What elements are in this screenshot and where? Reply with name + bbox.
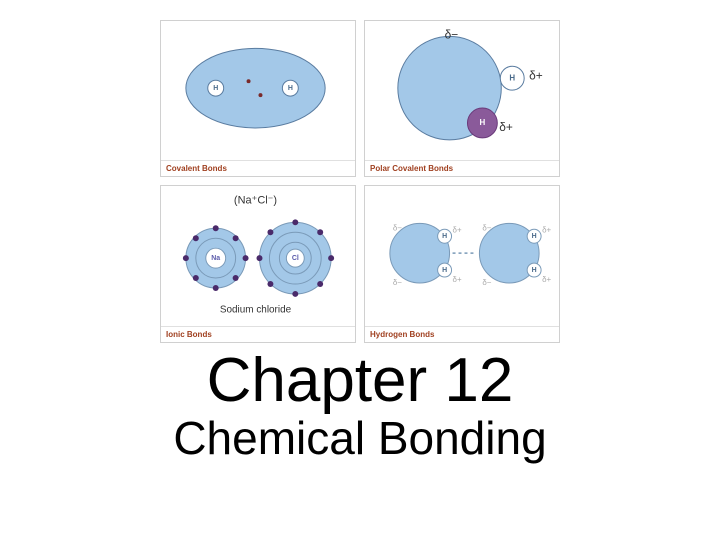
panel-polar-body: H Hδ− δ+ δ+ (365, 21, 559, 160)
svg-text:δ−: δ− (482, 278, 491, 287)
svg-text:δ+: δ+ (542, 226, 551, 235)
panel-covalent-body: HH (161, 21, 355, 160)
panel-hydrogen-body: H H H Hδ− δ− δ+ δ+ δ− δ− δ+ δ+ (365, 186, 559, 325)
svg-text:δ+: δ+ (453, 275, 462, 284)
svg-text:H: H (509, 73, 515, 82)
svg-text:H: H (532, 233, 537, 240)
svg-text:δ−: δ− (482, 224, 491, 233)
caption-ionic: Ionic Bonds (161, 326, 355, 342)
ionic-diagram: (Na⁺Cl⁻) Na Cl Sodium chloride (161, 186, 355, 325)
panel-covalent: HH Covalent Bonds (160, 20, 356, 177)
svg-text:H: H (480, 118, 486, 127)
caption-polar-covalent: Polar Covalent Bonds (365, 160, 559, 176)
panel-polar-covalent: H Hδ− δ+ δ+ Polar Covalent Bonds (364, 20, 560, 177)
svg-text:δ−: δ− (445, 28, 459, 42)
panel-ionic-body: (Na⁺Cl⁻) Na Cl Sodium chloride (161, 186, 355, 325)
svg-text:Cl: Cl (292, 255, 299, 262)
panel-ionic: (Na⁺Cl⁻) Na Cl Sodium chloride Ionic Bonds (160, 185, 356, 342)
svg-text:(Na⁺Cl⁻): (Na⁺Cl⁻) (234, 195, 277, 207)
panel-hydrogen: H H H Hδ− δ− δ+ δ+ δ− δ− δ+ δ+ Hydrogen Bonds (364, 185, 560, 342)
subtitle: Chemical Bonding (173, 413, 546, 464)
svg-text:H: H (213, 85, 218, 92)
svg-text:δ−: δ− (393, 224, 402, 233)
svg-text:H: H (442, 233, 447, 240)
covalent-diagram: HH (161, 21, 355, 160)
svg-text:Na: Na (211, 255, 220, 262)
polar-covalent-diagram: H Hδ− δ+ δ+ (365, 21, 559, 160)
svg-text:δ+: δ+ (453, 226, 462, 235)
svg-text:H: H (442, 267, 447, 274)
svg-text:δ+: δ+ (529, 68, 543, 82)
hydrogen-diagram: H H H Hδ− δ− δ+ δ+ δ− δ− δ+ δ+ (365, 186, 559, 325)
title-block: Chapter 12 Chemical Bonding (173, 348, 546, 464)
svg-text:H: H (288, 85, 293, 92)
svg-text:Sodium chloride: Sodium chloride (220, 305, 292, 316)
chapter-title: Chapter 12 (173, 348, 546, 413)
svg-text:δ+: δ+ (499, 120, 513, 134)
svg-text:δ+: δ+ (542, 275, 551, 284)
svg-text:H: H (532, 267, 537, 274)
bond-type-grid: HH Covalent Bonds HHδ−δ+δ+ Polar Covalen… (160, 20, 560, 340)
svg-text:δ−: δ− (393, 278, 402, 287)
caption-covalent: Covalent Bonds (161, 160, 355, 176)
caption-hydrogen: Hydrogen Bonds (365, 326, 559, 342)
